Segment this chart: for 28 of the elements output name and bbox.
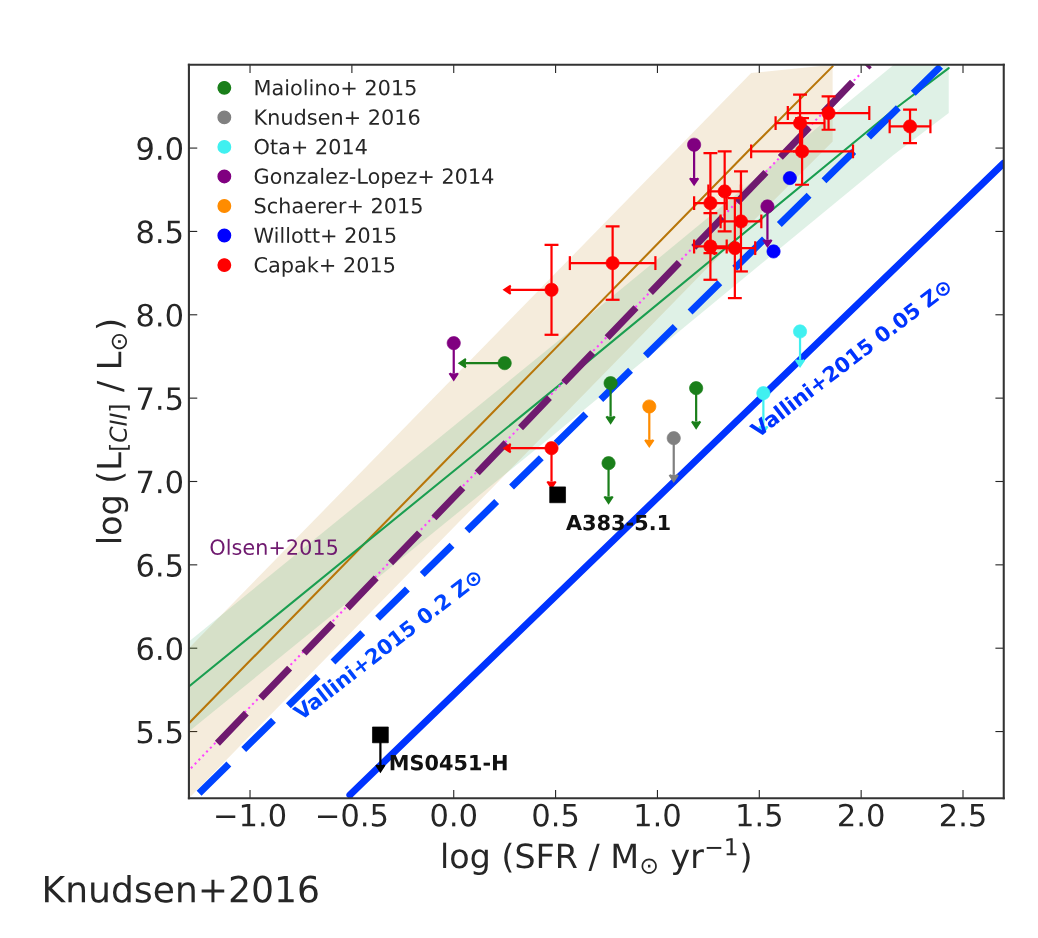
- text: Olsen+2015: [210, 538, 338, 556]
- annotation: MS0451-H: [390, 754, 507, 771]
- legend-label: Gonzalez-Lopez+ 2014: [254, 167, 494, 189]
- x-tick-label: 0.5: [533, 803, 578, 827]
- legend-label: Ota+ 2014: [254, 138, 367, 155]
- y-tick-label: 6.5: [137, 553, 182, 577]
- x-tick-label: −1.0: [216, 803, 286, 827]
- x-tick-label: 0.0: [431, 803, 476, 827]
- y-tick-label: 8.5: [137, 220, 182, 244]
- x-tick-label: 1.0: [636, 803, 680, 827]
- y-tick-label: 7.5: [137, 387, 182, 411]
- legend-label: Capak+ 2015: [254, 256, 395, 277]
- y-tick-label: 5.5: [137, 720, 182, 744]
- x-tick-label: −0.5: [318, 803, 387, 827]
- y-tick-label: 9.0: [137, 137, 183, 161]
- y-tick-label: 7.0: [137, 470, 183, 494]
- legend-label: Willott+ 2015: [254, 226, 396, 244]
- x-tick-label: 2.0: [839, 803, 884, 827]
- y-axis-title: log (L$_{[CII]}$ / L$_{⊙}$): [95, 320, 130, 543]
- x-tick-label: 2.5: [940, 803, 985, 827]
- y-tick-label: 8.0: [137, 303, 183, 327]
- legend-label: Maiolino+ 2015: [255, 79, 416, 96]
- text: Knudsen+2016: [45, 874, 318, 903]
- legend-label: Knudsen+ 2016: [255, 108, 420, 125]
- y-tick-label: 6.0: [137, 637, 183, 661]
- x-axis-title: log (SFR / M$_{⊙}$ yr$^{−1}$): [443, 838, 750, 875]
- x-tick-label: 1.5: [738, 804, 781, 827]
- legend-label: Schaerer+ 2015: [254, 197, 422, 214]
